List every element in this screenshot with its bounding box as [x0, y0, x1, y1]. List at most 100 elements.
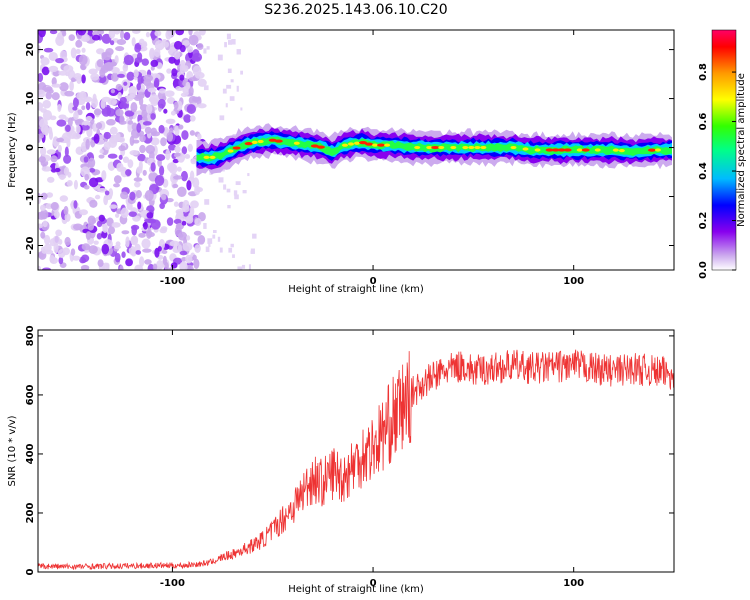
noise-blob: [50, 155, 58, 163]
noise-blob: [40, 57, 50, 66]
spectrogram-y-ticks: -20 -10 0 10 20: [25, 43, 674, 255]
noise-blob: [74, 119, 82, 124]
noise-blob: [154, 40, 165, 51]
noise-blob: [81, 74, 86, 84]
ridge-peak: [438, 145, 445, 150]
noise-blob: [137, 153, 146, 162]
noise-blob: [67, 171, 72, 178]
noise-blob: [72, 97, 79, 108]
noise-blob: [132, 215, 141, 222]
spectrogram-x-tick-label: 100: [563, 276, 584, 287]
noise-blob: [173, 201, 179, 207]
noise-blob: [150, 127, 158, 136]
noise-blob: [190, 158, 197, 165]
noise-blob: [145, 144, 156, 154]
noise-blob: [73, 200, 78, 209]
noise-blob: [149, 47, 155, 59]
noise-blob: [172, 183, 179, 189]
noise-blob: [96, 59, 104, 68]
noise-blob: [123, 81, 128, 86]
noise-speckle: [212, 234, 216, 239]
noise-blob: [144, 189, 154, 201]
noise-blob: [173, 218, 182, 225]
spectrogram-y-tick-label: -10: [25, 187, 36, 205]
noise-blob: [186, 235, 191, 241]
noise-blob: [187, 143, 193, 153]
spectrogram-x-tick-label: 0: [370, 276, 377, 287]
noise-blob: [67, 102, 75, 114]
noise-blob: [186, 46, 194, 53]
noise-blob: [100, 99, 106, 109]
noise-blob: [141, 58, 150, 66]
noise-speckle: [226, 33, 231, 40]
noise-blob: [129, 191, 136, 201]
noise-blob: [41, 166, 52, 172]
ridge-peak: [347, 142, 354, 146]
noise-blob: [174, 225, 182, 237]
colorbar-label: Normalized spectral amplitude: [736, 73, 747, 227]
noise-blob: [128, 211, 137, 217]
noise-blob: [129, 94, 136, 99]
noise-blob: [134, 181, 141, 188]
noise-blob: [92, 93, 97, 103]
noise-blob: [168, 56, 176, 64]
noise-blob: [174, 51, 181, 60]
noise-blob: [182, 242, 193, 252]
ridge-peak: [594, 148, 601, 152]
colorbar-tick-label: 0.0: [698, 261, 709, 279]
noise-blob: [46, 192, 54, 198]
noise-blob: [185, 254, 193, 264]
noise-blob: [38, 102, 44, 111]
ridge-peak: [365, 142, 374, 146]
noise-blob: [111, 72, 119, 82]
noise-blob: [197, 234, 206, 245]
noise-blob: [59, 195, 69, 202]
noise-blob: [85, 138, 90, 150]
noise-blob: [182, 40, 191, 46]
noise-blob: [49, 30, 58, 35]
noise-blob: [98, 75, 107, 84]
noise-blob: [150, 113, 156, 120]
noise-blob: [158, 124, 165, 134]
noise-blob: [70, 77, 76, 83]
noise-blob: [71, 255, 81, 261]
noise-speckle: [204, 199, 210, 205]
spectrogram-y-label: Frequency (Hz): [7, 112, 18, 188]
ridge-peak: [510, 145, 517, 150]
noise-blob: [81, 105, 86, 111]
noise-blob: [64, 236, 71, 246]
noise-blob: [80, 124, 90, 131]
noise-blob: [156, 260, 164, 270]
noise-blob: [51, 77, 57, 86]
noise-blob: [65, 124, 71, 132]
noise-blob: [41, 124, 49, 136]
noise-speckle: [213, 230, 217, 234]
ridge-peak: [274, 139, 283, 143]
noise-blob: [170, 262, 178, 269]
ridge-peak: [431, 145, 440, 150]
noise-blob: [61, 132, 71, 144]
snr-y-tick-label: 600: [25, 384, 36, 405]
noise-blob: [145, 104, 153, 114]
noise-blob: [81, 243, 91, 251]
ridge-peak: [232, 146, 241, 150]
noise-blob: [101, 243, 110, 255]
ridge-peak: [359, 141, 368, 145]
noise-blob: [109, 40, 115, 46]
noise-speckle: [235, 181, 241, 186]
noise-blob: [101, 170, 107, 181]
noise-blob: [176, 186, 187, 197]
noise-blob: [96, 220, 103, 228]
noise-blob: [121, 251, 126, 259]
noise-speckle: [208, 241, 211, 247]
noise-blob: [89, 199, 98, 208]
snr-x-ticks: -100 0 100: [160, 330, 584, 589]
noise-blob: [191, 56, 201, 62]
noise-speckle: [228, 40, 233, 45]
noise-blob: [116, 208, 122, 213]
noise-blob: [133, 95, 142, 101]
noise-blob: [138, 232, 146, 238]
noise-blob: [159, 227, 168, 234]
noise-blob: [97, 187, 108, 193]
noise-blob: [164, 261, 169, 270]
